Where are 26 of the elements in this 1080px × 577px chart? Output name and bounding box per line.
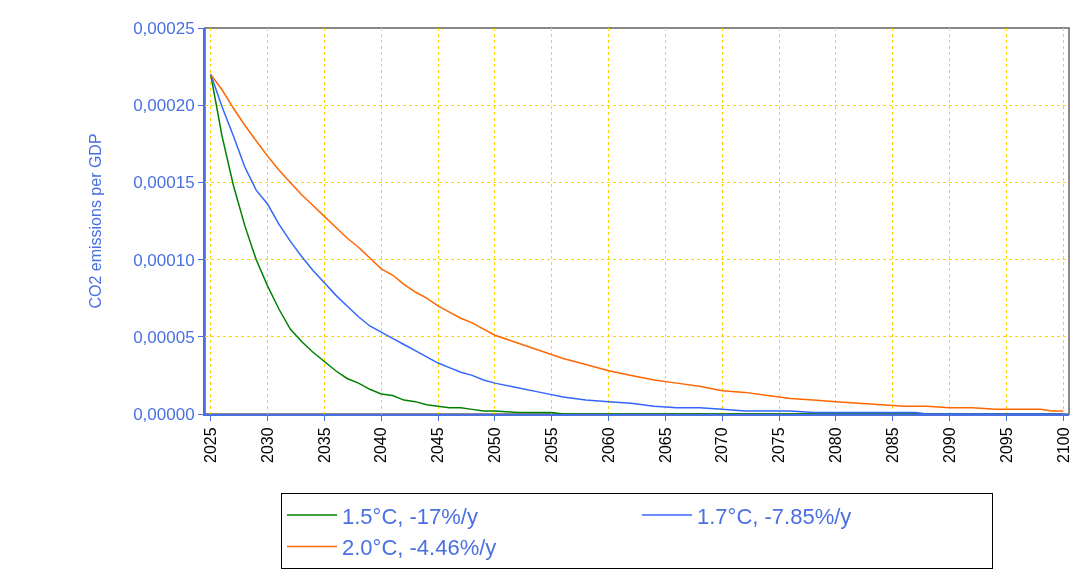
- x-tick-label: 2060: [599, 427, 617, 463]
- x-tick-label: 2085: [883, 427, 901, 463]
- x-tick-label: 2045: [429, 427, 447, 463]
- y-tick-label: 0,00005: [133, 327, 195, 347]
- y-axis-title: CO2 emissions per GDP: [86, 133, 104, 309]
- x-tick-label: 2075: [770, 427, 788, 463]
- y-tick-label: 0,00000: [133, 404, 195, 424]
- y-tick-label: 0,00015: [133, 173, 195, 193]
- x-tick-label: 2030: [258, 427, 276, 463]
- y-tick-label: 0,00025: [133, 18, 195, 38]
- x-tick-label: 2035: [315, 427, 333, 463]
- x-tick-label: 2055: [542, 427, 560, 463]
- legend-label: 1.7°C, -7.85%/y: [697, 503, 852, 529]
- x-tick-label: 2065: [656, 427, 674, 463]
- x-tick-label: 2025: [201, 427, 219, 463]
- x-tick-label: 2070: [713, 427, 731, 463]
- y-tick-label: 0,00020: [133, 96, 195, 116]
- x-tick-label: 2050: [486, 427, 504, 463]
- x-tick-label: 2080: [827, 427, 845, 463]
- x-tick-label: 2040: [372, 427, 390, 463]
- x-tick-label: 2100: [1054, 427, 1072, 463]
- legend-label: 2.0°C, -4.46%/y: [342, 535, 497, 561]
- x-tick-label: 2090: [940, 427, 958, 463]
- x-tick-label: 2095: [997, 427, 1015, 463]
- legend-label: 1.5°C, -17%/y: [342, 503, 478, 529]
- y-tick-label: 0,00010: [133, 250, 195, 270]
